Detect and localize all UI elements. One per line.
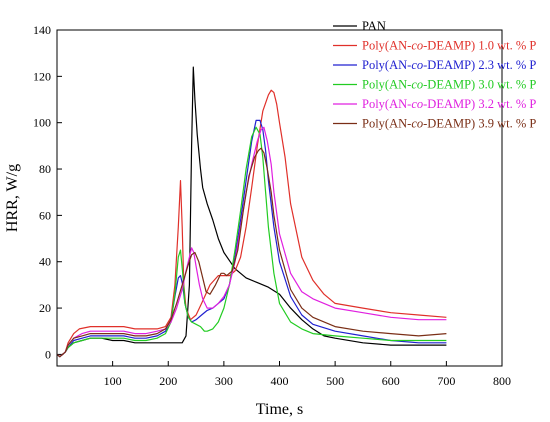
tick-layer: 100 200 300 400 500 600 700 800 0 20 40 60 80 100 120 1… bbox=[33, 23, 511, 388]
y-tick-label: 40 bbox=[39, 255, 51, 269]
x-tick-label: 600 bbox=[382, 374, 400, 388]
x-tick-label: 400 bbox=[271, 374, 289, 388]
legend-label-part: Poly(AN- bbox=[362, 117, 411, 131]
legend-label-part: -DEAMP) 1.0 wt. % P bbox=[423, 39, 536, 53]
legend-label-part: PAN bbox=[362, 19, 386, 33]
x-tick-label: 100 bbox=[104, 374, 122, 388]
legend-label-part: co bbox=[411, 117, 423, 131]
y-tick-label: 100 bbox=[33, 116, 51, 130]
legend-label-part: co bbox=[411, 39, 423, 53]
series-line-1 bbox=[56, 89, 447, 358]
legend-entry-0: PAN bbox=[362, 19, 386, 33]
x-axis-title: Time, s bbox=[256, 401, 303, 418]
x-tick-label: 700 bbox=[437, 374, 455, 388]
y-tick-label: 60 bbox=[39, 208, 51, 222]
legend-entry-4: Poly(AN-co-DEAMP) 3.2 wt. % P bbox=[362, 97, 536, 111]
legend-label-part: Poly(AN- bbox=[362, 39, 411, 53]
legend-label-part: co bbox=[411, 78, 423, 92]
legend-label-part: -DEAMP) 2.3 wt. % P bbox=[423, 58, 536, 72]
series-line-4 bbox=[56, 126, 447, 358]
x-tick-label: 500 bbox=[326, 374, 344, 388]
series-line-3 bbox=[56, 126, 447, 358]
y-tick-label: 120 bbox=[33, 69, 51, 83]
y-tick-label: 0 bbox=[45, 347, 51, 361]
legend-label-part: -DEAMP) 3.0 wt. % P bbox=[423, 78, 536, 92]
legend-label-part: co bbox=[411, 97, 423, 111]
legend-label-part: Poly(AN- bbox=[362, 58, 411, 72]
y-tick-label: 140 bbox=[33, 23, 51, 37]
y-axis-title: HRR, W/g bbox=[4, 164, 21, 232]
legend-label-part: Poly(AN- bbox=[362, 97, 411, 111]
x-tick-label: 200 bbox=[159, 374, 177, 388]
x-tick-label: 800 bbox=[493, 374, 511, 388]
plot-frame bbox=[56, 29, 503, 367]
legend-label-part: -DEAMP) 3.9 wt. % P bbox=[423, 117, 536, 131]
legend-label-part: Poly(AN- bbox=[362, 78, 411, 92]
series-line-2 bbox=[56, 119, 447, 358]
x-tick-label: 300 bbox=[215, 374, 233, 388]
legend-entry-2: Poly(AN-co-DEAMP) 2.3 wt. % P bbox=[362, 58, 536, 72]
y-tick-label: 20 bbox=[39, 301, 51, 315]
series-line-5 bbox=[56, 147, 447, 358]
legend-entry-5: Poly(AN-co-DEAMP) 3.9 wt. % P bbox=[362, 117, 536, 131]
y-tick-label: 80 bbox=[39, 162, 51, 176]
legend-label-part: co bbox=[411, 58, 423, 72]
legend-entry-3: Poly(AN-co-DEAMP) 3.0 wt. % P bbox=[362, 78, 536, 92]
legend-label-part: -DEAMP) 3.2 wt. % P bbox=[423, 97, 536, 111]
series-layer bbox=[56, 66, 447, 358]
legend-entry-1: Poly(AN-co-DEAMP) 1.0 wt. % P bbox=[362, 39, 536, 53]
